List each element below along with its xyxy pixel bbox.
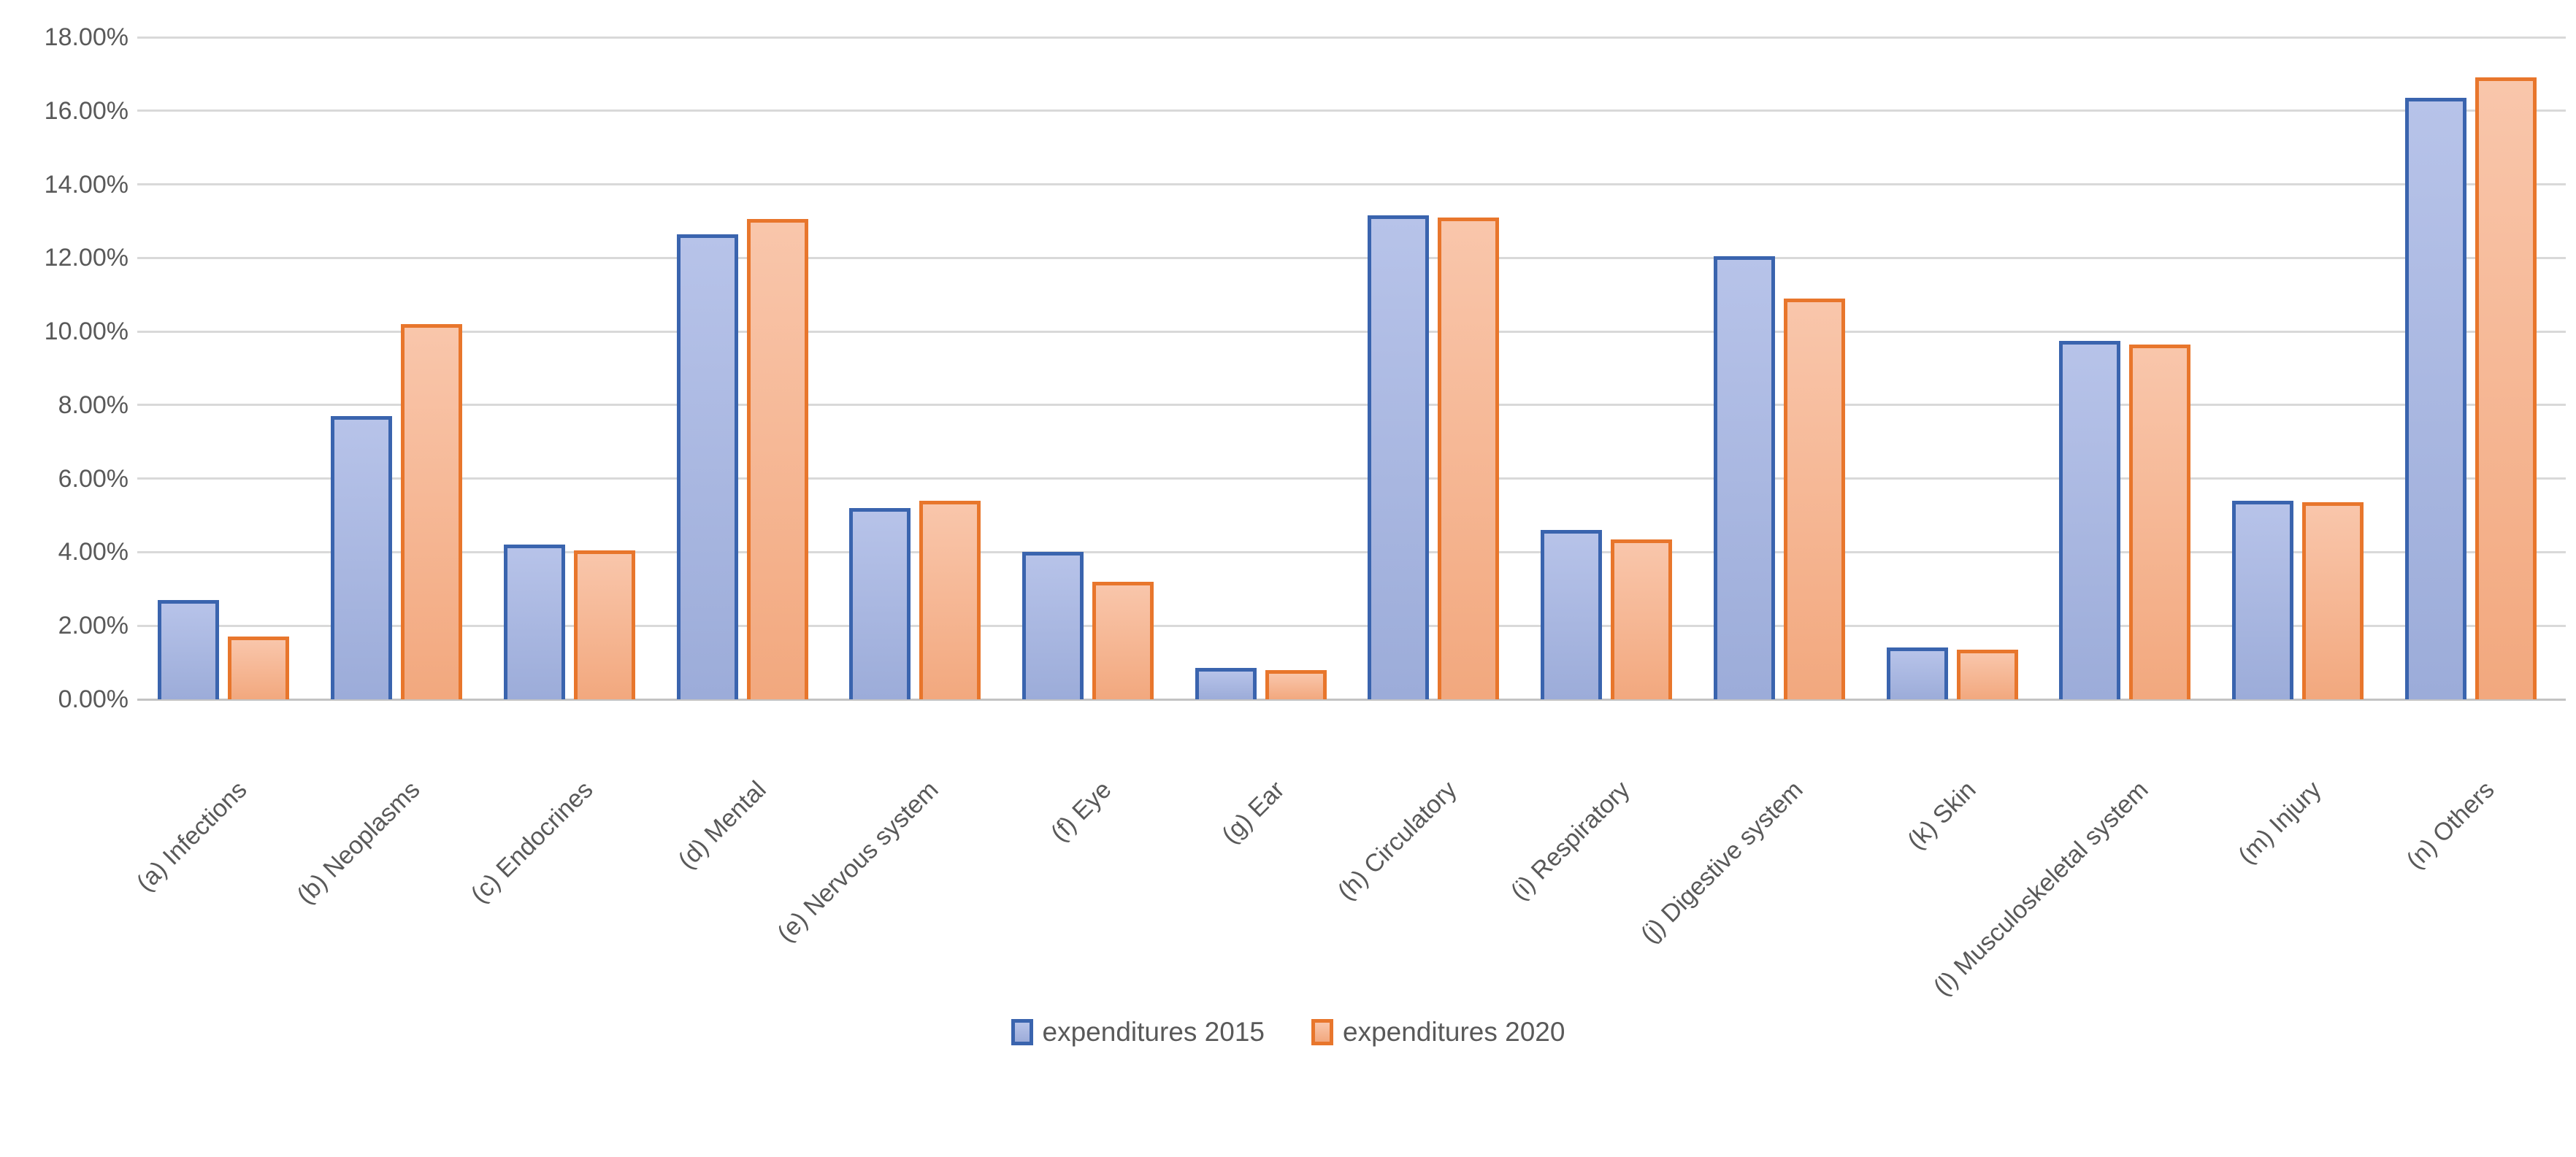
y-gridline — [137, 330, 2566, 333]
bar-2015-l-musculoskeletal-system — [2059, 341, 2121, 699]
y-gridline — [137, 183, 2566, 186]
bar-2020-g-ear — [1265, 670, 1327, 699]
y-gridline — [137, 36, 2566, 39]
y-gridline — [137, 404, 2566, 407]
x-axis-label: (f) Eye — [1045, 775, 1117, 847]
bar-2015-n-others — [2404, 98, 2466, 699]
bar-2020-h-circulatory — [1438, 218, 1500, 699]
bar-2015-d-mental — [676, 234, 738, 699]
x-axis-label: (i) Respiratory — [1505, 775, 1636, 906]
bar-2020-d-mental — [746, 219, 808, 699]
x-axis-label: (h) Circulatory — [1333, 775, 1463, 906]
bar-2015-e-nervous-system — [849, 508, 911, 699]
x-axis-label: (l) Musculoskeletal system — [1928, 775, 2154, 1002]
legend-swatch-icon — [1011, 1019, 1033, 1045]
legend-swatch-icon — [1311, 1019, 1333, 1045]
legend-label: expenditures 2015 — [1042, 1017, 1265, 1047]
x-axis-line — [137, 698, 2566, 701]
bar-2020-n-others — [2475, 77, 2537, 699]
y-tick-label: 10.00% — [44, 318, 129, 346]
bar-2020-c-endocrines — [573, 550, 635, 699]
bar-2020-e-nervous-system — [919, 501, 981, 699]
bar-2015-f-eye — [1021, 552, 1084, 699]
bar-2015-j-digestive-system — [1713, 256, 1775, 699]
bar-2015-g-ear — [1195, 668, 1257, 699]
bar-2015-b-neoplasms — [331, 416, 393, 699]
bar-2015-i-respiratory — [1541, 530, 1603, 699]
y-tick-label: 4.00% — [58, 538, 129, 566]
y-gridline — [137, 256, 2566, 259]
y-gridline — [137, 550, 2566, 553]
y-tick-label: 0.00% — [58, 685, 129, 713]
bar-2015-m-injury — [2231, 501, 2293, 699]
legend-label: expenditures 2020 — [1343, 1017, 1565, 1047]
x-axis-label: (k) Skin — [1901, 775, 1982, 856]
x-axis-label: (c) Endocrines — [465, 775, 599, 909]
y-gridline — [137, 109, 2566, 112]
bar-2020-l-musculoskeletal-system — [2129, 345, 2191, 699]
bar-2020-b-neoplasms — [401, 324, 463, 699]
bar-2020-k-skin — [1956, 650, 2018, 699]
bar-2015-a-infections — [158, 600, 220, 699]
y-tick-label: 18.00% — [44, 23, 129, 51]
y-tick-label: 14.00% — [44, 170, 129, 199]
x-axis-label: (g) Ear — [1216, 775, 1290, 850]
bar-2020-f-eye — [1092, 582, 1154, 699]
legend: expenditures 2015 expenditures 2020 — [0, 1016, 2576, 1048]
bar-2020-i-respiratory — [1611, 539, 1673, 699]
bar-2015-h-circulatory — [1368, 215, 1430, 699]
x-axis-label: (j) Digestive system — [1635, 775, 1809, 949]
bar-chart: 0.00% 2.00% 4.00% 6.00% 8.00% 10.00% 12.00% 14.… — [0, 23, 2576, 1048]
y-gridline — [137, 624, 2566, 627]
bar-2020-m-injury — [2301, 502, 2364, 699]
y-tick-label: 12.00% — [44, 244, 129, 272]
bar-2015-k-skin — [1886, 647, 1948, 699]
x-axis-label: (m) Injury — [2233, 775, 2327, 870]
y-tick-label: 16.00% — [44, 96, 129, 125]
legend-item-2020: expenditures 2020 — [1311, 1016, 1565, 1048]
legend-item-2015: expenditures 2015 — [1011, 1016, 1265, 1048]
x-axis-label: (d) Mental — [672, 775, 772, 875]
bar-2015-c-endocrines — [503, 545, 565, 699]
bar-2020-j-digestive-system — [1783, 299, 1845, 699]
y-gridline — [137, 477, 2566, 480]
bar-2020-a-infections — [228, 637, 290, 699]
x-axis-label: (n) Others — [2401, 775, 2500, 875]
y-tick-label: 2.00% — [58, 612, 129, 640]
x-axis-label: (e) Nervous system — [772, 775, 944, 947]
y-tick-label: 6.00% — [58, 464, 129, 493]
x-axis-label: (b) Neoplasms — [291, 775, 426, 910]
y-tick-label: 8.00% — [58, 391, 129, 419]
